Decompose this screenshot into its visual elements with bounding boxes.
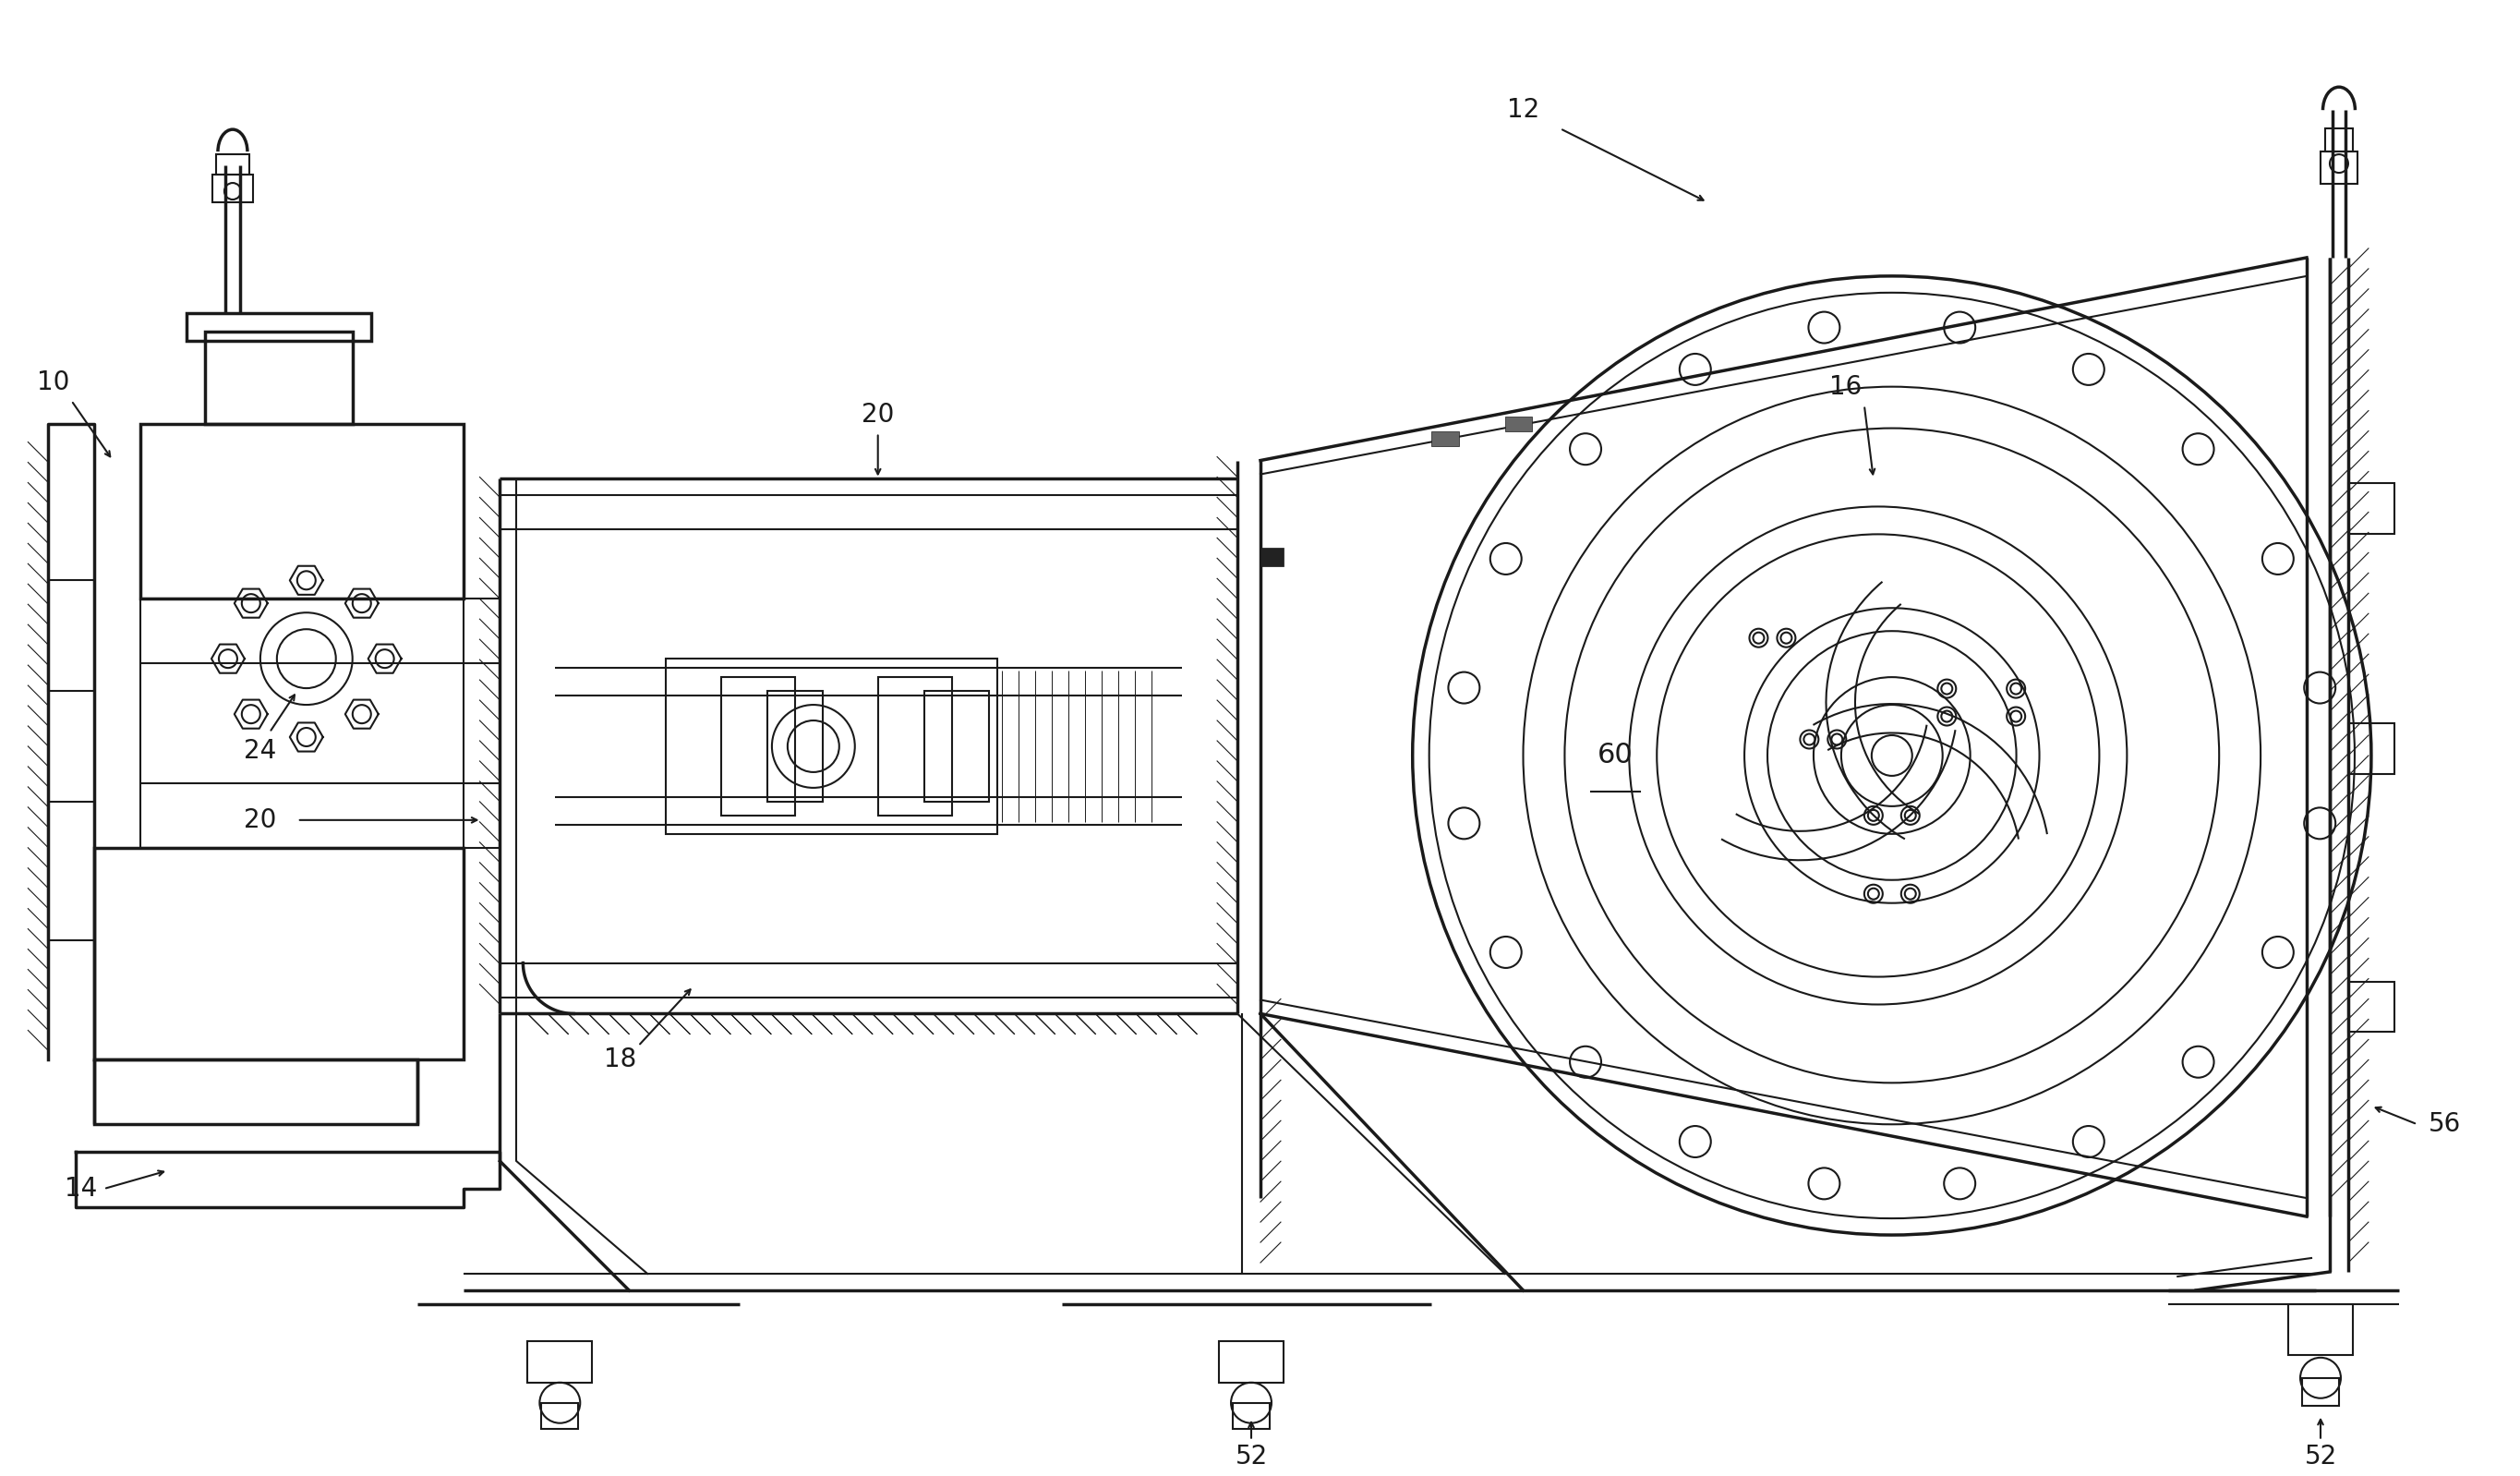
Text: 20: 20 [244, 807, 277, 832]
Bar [766, 691, 822, 801]
Text: 52: 52 [2303, 1444, 2336, 1469]
Bar [2326, 128, 2354, 152]
Bar [93, 847, 464, 1060]
Bar [2303, 1379, 2339, 1405]
Bar [186, 313, 370, 341]
Bar [721, 677, 794, 815]
Text: 18: 18 [602, 1046, 635, 1073]
Text: 24: 24 [244, 738, 277, 765]
Bar [141, 599, 464, 847]
Text: 14: 14 [66, 1176, 96, 1201]
Text: 20: 20 [862, 401, 895, 427]
Bar [925, 691, 988, 801]
Bar [204, 332, 353, 424]
Bar [1220, 1342, 1283, 1383]
Bar [48, 580, 93, 691]
Bar [542, 1402, 577, 1429]
Text: 10: 10 [38, 369, 68, 396]
Bar [877, 677, 953, 815]
Text: 16: 16 [1830, 373, 1862, 400]
Bar [217, 155, 249, 174]
Text: 12: 12 [1507, 97, 1540, 123]
Bar [141, 424, 464, 599]
Bar [527, 1342, 592, 1383]
Bar [1232, 1402, 1270, 1429]
Bar [48, 801, 93, 940]
Text: 56: 56 [2429, 1111, 2462, 1138]
Text: 52: 52 [1235, 1444, 1268, 1469]
Bar [2288, 1305, 2354, 1355]
Bar [2349, 723, 2394, 773]
Bar [212, 174, 252, 202]
Bar [1504, 416, 1532, 431]
Bar [1431, 431, 1459, 446]
Text: 60: 60 [1598, 742, 1633, 769]
Bar [2321, 152, 2356, 184]
Bar [93, 1060, 416, 1125]
Bar [2349, 484, 2394, 534]
Bar [665, 658, 998, 834]
Bar [2349, 982, 2394, 1032]
Bar [1260, 548, 1283, 567]
